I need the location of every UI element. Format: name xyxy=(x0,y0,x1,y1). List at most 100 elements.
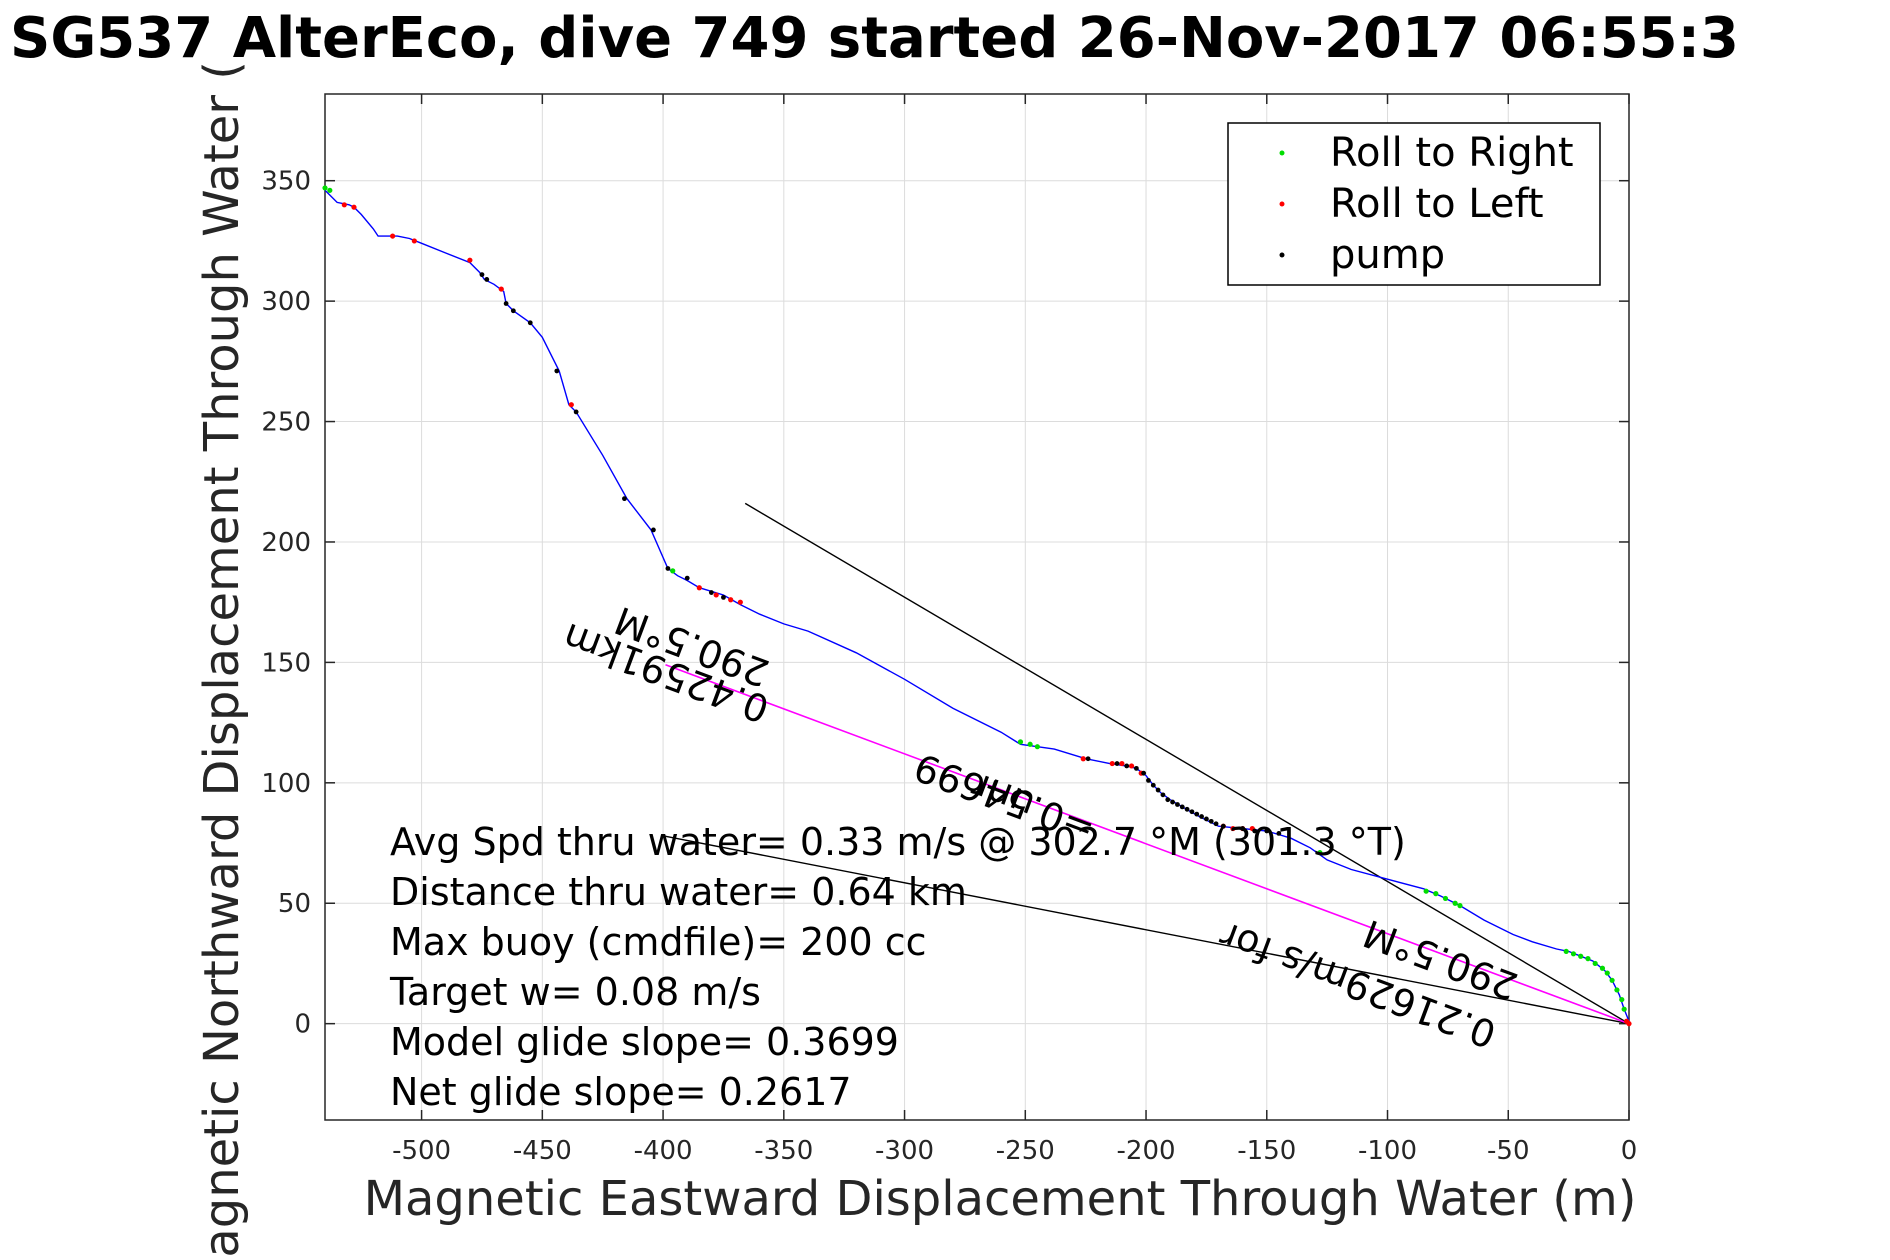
x-tick-label: -500 xyxy=(392,1136,451,1166)
roll-left-point xyxy=(737,599,743,605)
roll-right-point xyxy=(670,568,676,574)
roll-right-point xyxy=(322,185,328,191)
legend-label-roll-right: Roll to Right xyxy=(1330,130,1574,176)
x-tick-label: -150 xyxy=(1237,1136,1296,1166)
pump-point xyxy=(1146,778,1151,783)
pump-point xyxy=(1213,821,1219,827)
roll-right-point xyxy=(327,187,333,193)
roll-left-point xyxy=(696,585,702,591)
roll-right-point xyxy=(1027,741,1033,747)
pump-point xyxy=(554,368,560,374)
stat-target-w: Target w= 0.08 m/s xyxy=(389,970,761,1014)
roll-left-point xyxy=(390,233,396,239)
x-tick-label: -50 xyxy=(1487,1136,1529,1166)
roll-left-point xyxy=(467,257,473,263)
pump-point xyxy=(1252,828,1258,834)
y-tick-label: 0 xyxy=(294,1010,311,1040)
x-tick-label: -100 xyxy=(1358,1136,1417,1166)
stat-max-buoy: Max buoy (cmdfile)= 200 cc xyxy=(390,920,927,964)
x-tick-label: -200 xyxy=(1117,1136,1176,1166)
roll-right-point xyxy=(1570,951,1577,957)
roll-left-point xyxy=(1080,756,1086,762)
axes: -500 -450 -400 -350 -300 -250 -200 -150 -100 -50 0… xyxy=(261,93,1637,1166)
pump-point xyxy=(1160,792,1166,798)
roll-right-point xyxy=(1442,895,1449,902)
stat-avg-speed: Avg Spd thru water= 0.33 m/s @ 302.7 °M … xyxy=(390,820,1406,864)
pump-point xyxy=(1208,818,1214,824)
roll-left-point xyxy=(1626,1021,1632,1027)
pump-point xyxy=(573,409,579,415)
roll-left-point xyxy=(341,202,347,208)
roll-right-point xyxy=(1423,888,1429,894)
pump-point xyxy=(622,496,627,502)
y-axis-label: Magnetic Northward Displacement Through … xyxy=(194,61,250,1260)
roll-left-point xyxy=(411,238,417,244)
pump-point xyxy=(1085,756,1091,762)
pump-point xyxy=(1165,797,1171,803)
reference-line xyxy=(744,502,1630,1025)
roll-right-point xyxy=(1609,977,1615,983)
pump-point xyxy=(1155,787,1161,793)
y-tick-label: 100 xyxy=(261,769,311,799)
pump-point xyxy=(684,575,690,581)
y-tick-label: 50 xyxy=(278,889,311,919)
pump-point xyxy=(1276,830,1282,836)
pump-point xyxy=(1199,814,1204,819)
x-axis-label: Magnetic Eastward Displacement Through W… xyxy=(364,1171,1637,1227)
legend-marker-roll-right xyxy=(1279,150,1285,156)
roll-right-point xyxy=(1457,903,1463,909)
pump-point xyxy=(708,590,714,595)
current-line xyxy=(665,664,1630,1025)
roll-left-point xyxy=(568,402,574,408)
roll-left-point xyxy=(713,592,719,598)
pump-point xyxy=(484,277,490,282)
pump-point xyxy=(1133,765,1139,771)
legend-label-roll-left: Roll to Left xyxy=(1330,181,1544,227)
pump-point xyxy=(1189,809,1195,815)
x-tick-label: -350 xyxy=(754,1136,813,1166)
roll-left-point xyxy=(728,597,734,603)
x-tick-label: -400 xyxy=(634,1136,693,1166)
pump-point xyxy=(1194,811,1200,817)
pump-point xyxy=(1124,763,1130,769)
y-tick-label: 300 xyxy=(261,287,311,317)
pump-point xyxy=(1240,826,1246,831)
plot-markers xyxy=(322,185,1632,1027)
pump-point xyxy=(510,308,516,314)
reference-line xyxy=(662,835,1630,1025)
stat-model-glide-slope: Model glide slope= 0.3699 xyxy=(390,1020,899,1064)
roll-left-point xyxy=(351,204,357,210)
legend: Roll to Right Roll to Left pump xyxy=(1227,122,1601,286)
pump-point xyxy=(1170,799,1175,805)
roll-left-point xyxy=(1128,763,1135,769)
roll-right-point xyxy=(1619,996,1625,1003)
pump-point xyxy=(1184,806,1190,812)
roll-right-point xyxy=(1317,850,1323,856)
roll-left-point xyxy=(1119,760,1125,767)
roll-left-point xyxy=(1109,760,1115,767)
pump-point xyxy=(1204,816,1209,822)
roll-left-point xyxy=(498,286,504,292)
pump-point xyxy=(651,527,656,533)
y-tick-label: 350 xyxy=(261,167,311,197)
stats-block: Avg Spd thru water= 0.33 m/s @ 302.7 °M … xyxy=(389,820,1406,1114)
pump-point xyxy=(665,566,671,571)
pump-point xyxy=(479,272,485,278)
pump-point xyxy=(1220,823,1226,829)
roll-right-point xyxy=(1592,960,1598,967)
y-tick-label: 250 xyxy=(261,408,311,438)
pump-point xyxy=(721,594,726,600)
x-tick-label: -450 xyxy=(513,1136,572,1166)
y-tick-label: 150 xyxy=(261,648,311,678)
roll-right-point xyxy=(1604,970,1610,976)
legend-label-pump: pump xyxy=(1330,232,1445,278)
pump-point xyxy=(527,320,533,326)
legend-marker-pump xyxy=(1279,252,1285,258)
x-tick-label: -300 xyxy=(875,1136,934,1166)
roll-right-point xyxy=(1017,739,1024,745)
pump-point xyxy=(1179,804,1185,810)
y-tick-label: 200 xyxy=(261,528,311,558)
pump-point xyxy=(1150,782,1156,788)
roll-right-point xyxy=(1599,965,1606,971)
